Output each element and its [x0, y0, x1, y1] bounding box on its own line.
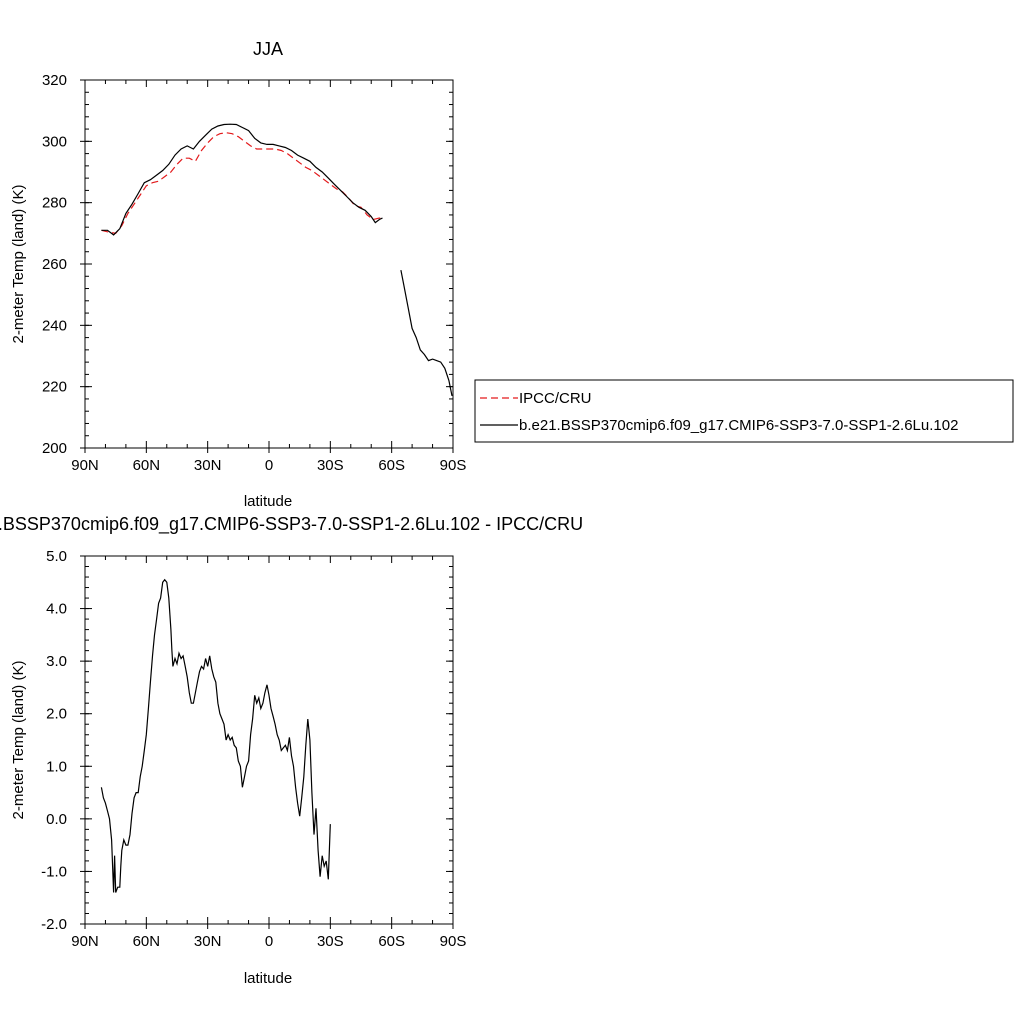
- x-tick-label: 30N: [194, 933, 222, 950]
- chart-temperature-jja: JJA 90N 60N 30N 0 30S 60S 90S 200 220 240 260 280 30…: [10, 39, 1014, 510]
- series-line-1-segment-0: [101, 123, 383, 236]
- x-tick-label: 60N: [133, 933, 161, 950]
- x-tick-label: 30S: [317, 933, 344, 950]
- x-tick-label: 60S: [378, 457, 405, 474]
- x-axis-label: latitude: [244, 493, 292, 510]
- x-tick-label: 30S: [317, 457, 344, 474]
- y-tick-label: 220: [42, 379, 67, 396]
- y-tick-label: 240: [42, 317, 67, 334]
- y-tick-label: -2.0: [41, 916, 67, 933]
- series-line-1-segment-1: [400, 269, 453, 397]
- axis-ticks: 90N 60N 30N 0 30S 60S 90S -2.0 -1.0 0.0 1.0 2.0 3.0 4…: [41, 548, 466, 950]
- y-tick-label: 4.0: [46, 601, 67, 618]
- y-tick-label: 5.0: [46, 548, 67, 565]
- chart-title: b.e21.BSSP370cmip6.f09_g17.CMIP6-SSP3-7.…: [0, 514, 583, 535]
- x-tick-label: 90N: [71, 457, 99, 474]
- y-tick-label: -1.0: [41, 863, 67, 880]
- y-tick-label: 1.0: [46, 758, 67, 775]
- legend-entry-ipcc-cru: IPCC/CRU: [519, 390, 592, 407]
- y-tick-label: 320: [42, 72, 67, 89]
- y-tick-label: 3.0: [46, 653, 67, 670]
- legend: IPCC/CRU b.e21.BSSP370cmip6.f09_g17.CMIP…: [474, 379, 1014, 443]
- x-tick-label: 0: [265, 457, 273, 474]
- legend-box: [474, 379, 1014, 443]
- chart-title: JJA: [253, 39, 283, 59]
- x-tick-label: 60N: [133, 457, 161, 474]
- x-tick-label: 90S: [440, 457, 467, 474]
- x-tick-label: 90S: [440, 933, 467, 950]
- series-line-0-segment-0: [100, 578, 331, 893]
- chart-temperature-difference: b.e21.BSSP370cmip6.f09_g17.CMIP6-SSP3-7.…: [0, 514, 583, 987]
- y-tick-label: 0.0: [46, 811, 67, 828]
- y-tick-label: 2.0: [46, 706, 67, 723]
- y-axis-label: 2-meter Temp (land) (K): [10, 661, 27, 820]
- axis-ticks: 90N 60N 30N 0 30S 60S 90S 200 220 240 260 280 300 320: [42, 72, 466, 474]
- plot-frame: [84, 555, 454, 925]
- series-layer: [100, 578, 331, 893]
- series-layer: [101, 123, 453, 397]
- y-axis-label: 2-meter Temp (land) (K): [10, 185, 27, 344]
- x-axis-label: latitude: [244, 970, 292, 987]
- y-tick-label: 280: [42, 195, 67, 212]
- y-tick-label: 300: [42, 133, 67, 150]
- x-tick-label: 30N: [194, 457, 222, 474]
- legend-entry-model: b.e21.BSSP370cmip6.f09_g17.CMIP6-SSP3-7.…: [519, 417, 958, 434]
- x-tick-label: 90N: [71, 933, 99, 950]
- y-tick-label: 200: [42, 440, 67, 457]
- x-tick-label: 60S: [378, 933, 405, 950]
- x-tick-label: 0: [265, 933, 273, 950]
- plot-frame: [84, 79, 454, 449]
- y-tick-label: 260: [42, 256, 67, 273]
